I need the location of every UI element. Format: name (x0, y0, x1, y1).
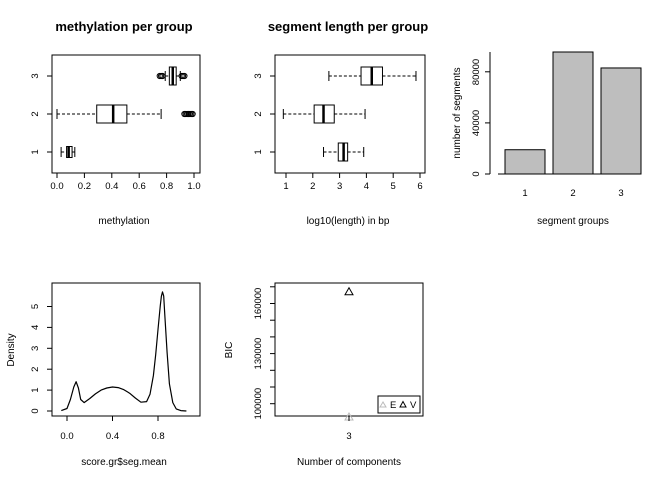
density-xtick: 0.4 (106, 431, 119, 442)
bar-xlabel: segment groups (537, 216, 609, 227)
bic-legend-box (377, 395, 421, 414)
length-boxplot-panel: segment length per group 1 2 3 4 5 6 1 2… (253, 19, 428, 227)
meth-xtick: 0.2 (78, 181, 91, 192)
density-ytick: 5 (30, 304, 41, 309)
length-xlabel: log10(length) in bp (307, 216, 390, 227)
density-marks (47, 291, 187, 421)
density-xtick: 0.0 (60, 431, 73, 442)
meth-xtick: 0.8 (160, 181, 173, 192)
bic-legend-label-e: E (390, 400, 396, 411)
length-title: segment length per group (268, 19, 428, 34)
bic-ytick: 130000 (253, 338, 264, 370)
meth-xtick: 0.4 (105, 181, 118, 192)
density-ylabel: Density (6, 333, 17, 366)
bar-ylabel: number of segments (452, 67, 463, 158)
bic-legend-label-v: V (410, 400, 417, 411)
bar-yticks: 0 40000 80000 (471, 59, 482, 177)
meth-ytick: 1 (30, 149, 41, 154)
meth-xtick: 1.0 (187, 181, 200, 192)
length-xtick: 6 (417, 181, 422, 192)
meth-outlier (189, 110, 196, 118)
density-panel: 0.0 0.4 0.8 0 1 2 3 4 5 Density score.gr… (6, 282, 201, 468)
density-ytick: 4 (30, 325, 41, 330)
bar-ytick: 0 (471, 171, 482, 176)
bar-xticks: 1 2 3 (522, 188, 623, 199)
meth-xtick: 0.0 (50, 181, 63, 192)
bar-xtick: 1 (522, 188, 527, 199)
length-xtick: 3 (337, 181, 342, 192)
bar-ytick: 40000 (471, 110, 482, 136)
density-ytick: 2 (30, 367, 41, 372)
legend-e-icon (379, 401, 387, 408)
legend-v-icon (399, 400, 407, 408)
bar-xtick: 3 (618, 188, 623, 199)
bar-panel: 0 40000 80000 1 2 3 number of segments s… (452, 51, 642, 227)
length-marks (270, 66, 421, 178)
meth-ytick: 2 (30, 111, 41, 116)
length-xtick: 1 (283, 181, 288, 192)
meth-yticks: 1 2 3 (30, 73, 41, 154)
density-xtick: 0.8 (151, 431, 164, 442)
bar-xtick: 2 (570, 188, 575, 199)
length-xtick: 2 (310, 181, 315, 192)
density-plot-box (51, 282, 201, 417)
length-xticks: 1 2 3 4 5 6 (283, 181, 422, 192)
bar-1 (504, 149, 546, 175)
length-yticks: 1 2 3 (253, 73, 264, 154)
meth-xticks: 0.0 0.2 0.4 0.6 0.8 1.0 (50, 181, 200, 192)
meth-xlabel: methylation (98, 216, 149, 227)
density-xticks: 0.0 0.4 0.8 (60, 431, 164, 442)
meth-box (96, 104, 128, 124)
bic-xtick: 3 (346, 431, 351, 442)
bic-ylabel: BIC (224, 342, 235, 359)
bic-panel: 3 100000 130000 160000 BIC Number of com… (224, 282, 424, 468)
meth-outlier (181, 72, 188, 80)
length-ytick: 1 (253, 149, 264, 154)
bar-ytick-marks (485, 71, 490, 175)
meth-ytick: 3 (30, 73, 41, 78)
density-ytick: 0 (30, 408, 41, 413)
meth-boxplot-panel: methylation per group 0.0 0.2 0.4 0.6 0.… (30, 19, 201, 227)
bar-3 (600, 67, 642, 175)
bar-ytick: 80000 (471, 59, 482, 85)
length-xtick: 4 (364, 181, 369, 192)
density-line (61, 291, 187, 412)
density-xlabel: score.gr$seg.mean (81, 457, 167, 468)
density-ytick: 3 (30, 346, 41, 351)
meth-outlier (159, 72, 166, 80)
meth-title: methylation per group (55, 19, 192, 34)
bic-yticks: 100000 130000 160000 (253, 288, 264, 420)
length-xtick: 5 (391, 181, 396, 192)
length-ytick: 2 (253, 111, 264, 116)
density-ytick: 1 (30, 387, 41, 392)
bic-ytick: 100000 (253, 388, 264, 420)
length-ytick: 3 (253, 73, 264, 78)
meth-marks (47, 66, 196, 178)
bic-marks (270, 286, 354, 421)
density-yticks: 0 1 2 3 4 5 (30, 304, 41, 414)
bar-marks (504, 51, 642, 175)
bar-2 (552, 51, 594, 175)
bic-xlabel: Number of components (297, 457, 401, 468)
bic-ytick: 160000 (253, 288, 264, 320)
bic-legend: E V (377, 395, 421, 414)
bic-point-V (344, 286, 354, 296)
meth-xtick: 0.6 (133, 181, 146, 192)
